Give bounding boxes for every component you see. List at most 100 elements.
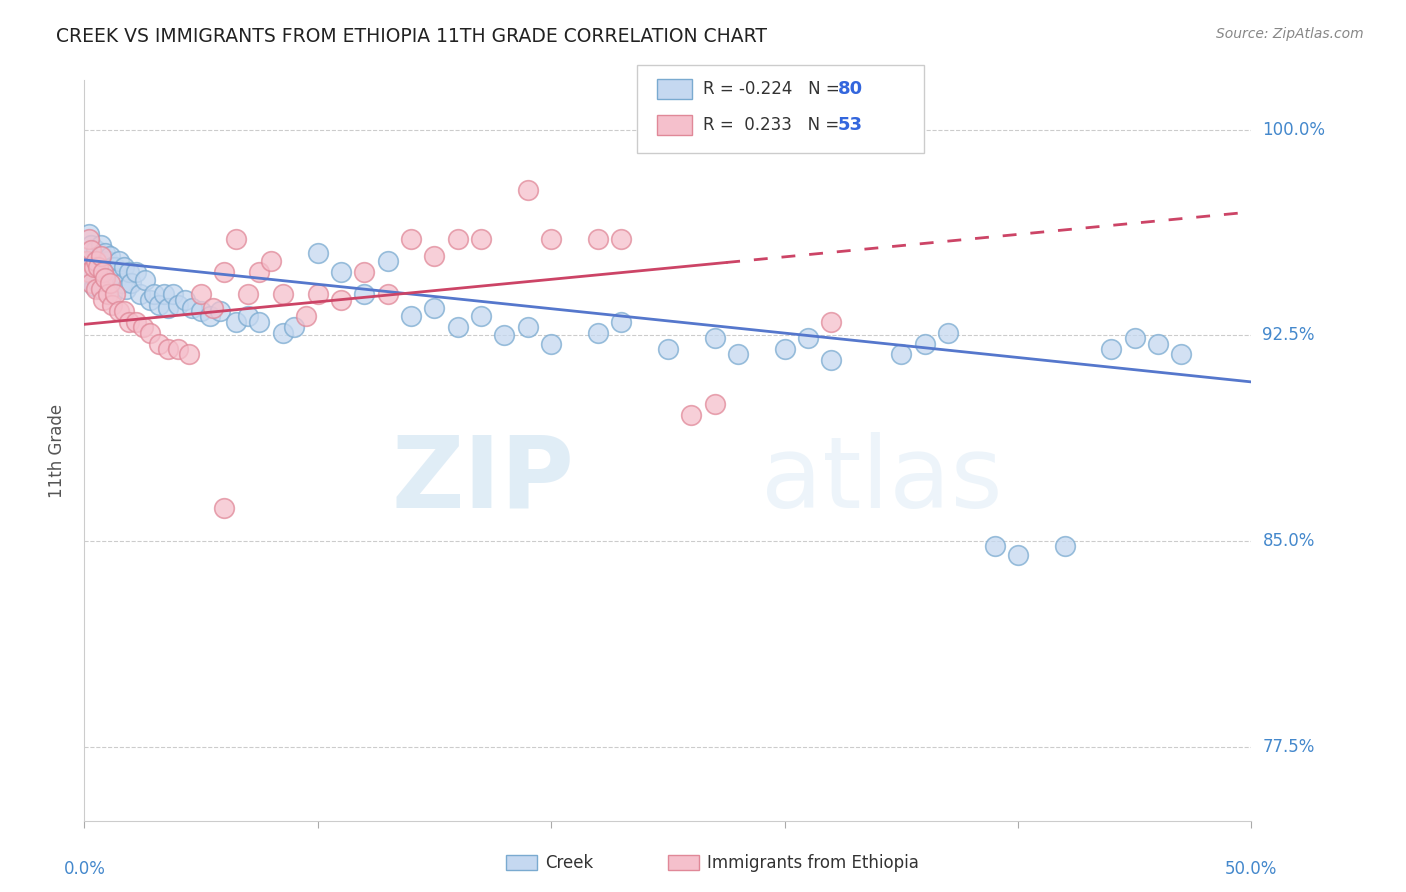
Point xyxy=(399,232,422,246)
Point xyxy=(98,249,121,263)
Point xyxy=(90,270,112,285)
Point xyxy=(80,244,103,258)
Point xyxy=(179,347,201,361)
Point xyxy=(983,540,1005,554)
Point xyxy=(166,342,188,356)
Point xyxy=(307,287,329,301)
Point xyxy=(90,237,112,252)
Point xyxy=(516,183,538,197)
Point xyxy=(77,227,100,241)
Point xyxy=(77,265,100,279)
Point xyxy=(271,326,294,340)
Point xyxy=(77,260,100,274)
Point xyxy=(76,246,98,260)
Point xyxy=(90,249,112,263)
Point xyxy=(104,287,127,301)
Point xyxy=(890,347,912,361)
Point xyxy=(104,260,127,274)
Point xyxy=(148,336,170,351)
Point xyxy=(152,287,174,301)
Point xyxy=(94,246,117,260)
Point xyxy=(132,320,155,334)
Text: Source: ZipAtlas.com: Source: ZipAtlas.com xyxy=(1216,27,1364,41)
Point xyxy=(820,315,842,329)
Point xyxy=(90,282,112,296)
Point xyxy=(657,342,679,356)
Point xyxy=(98,282,121,296)
Point xyxy=(797,331,820,345)
Point xyxy=(494,328,516,343)
Point xyxy=(87,260,110,274)
Point xyxy=(236,287,259,301)
Point xyxy=(180,301,202,315)
Point xyxy=(470,232,492,246)
Point xyxy=(201,301,224,315)
Point xyxy=(87,252,110,266)
Point xyxy=(94,276,117,290)
Point xyxy=(91,293,114,307)
Point xyxy=(249,315,271,329)
Point xyxy=(143,287,166,301)
Text: atlas: atlas xyxy=(761,432,1002,529)
Text: CREEK VS IMMIGRANTS FROM ETHIOPIA 11TH GRADE CORRELATION CHART: CREEK VS IMMIGRANTS FROM ETHIOPIA 11TH G… xyxy=(56,27,768,45)
Point xyxy=(166,298,188,312)
Point xyxy=(190,287,212,301)
Point xyxy=(249,265,271,279)
Point xyxy=(703,331,725,345)
Point xyxy=(208,303,231,318)
Text: Creek: Creek xyxy=(546,854,593,871)
Point xyxy=(330,293,353,307)
Point xyxy=(586,232,609,246)
Point xyxy=(91,282,114,296)
Point xyxy=(112,260,135,274)
Point xyxy=(271,287,294,301)
Point xyxy=(157,301,180,315)
Point xyxy=(681,408,703,422)
Point xyxy=(108,254,131,268)
Text: Immigrants from Ethiopia: Immigrants from Ethiopia xyxy=(707,854,920,871)
Point xyxy=(727,347,749,361)
Point xyxy=(703,397,725,411)
Point xyxy=(97,254,120,268)
Point xyxy=(516,320,538,334)
Point xyxy=(129,287,152,301)
Point xyxy=(111,276,134,290)
Point xyxy=(936,326,959,340)
Point xyxy=(91,254,114,268)
Point xyxy=(118,265,141,279)
Point xyxy=(423,249,446,263)
Point xyxy=(447,232,470,246)
Point xyxy=(610,315,633,329)
Point xyxy=(162,287,184,301)
Point xyxy=(138,293,160,307)
Point xyxy=(1007,548,1029,562)
Text: 53: 53 xyxy=(838,116,863,134)
Y-axis label: 11th Grade: 11th Grade xyxy=(48,403,66,498)
Point xyxy=(353,265,375,279)
Point xyxy=(586,326,609,340)
Text: R = -0.224   N =: R = -0.224 N = xyxy=(703,80,845,98)
Point xyxy=(914,336,936,351)
Point xyxy=(83,254,105,268)
Text: ZIP: ZIP xyxy=(392,432,575,529)
Point xyxy=(77,232,100,246)
Point xyxy=(190,303,212,318)
Point xyxy=(80,237,103,252)
Point xyxy=(214,265,236,279)
Point xyxy=(97,279,120,293)
Point xyxy=(225,232,247,246)
Point xyxy=(399,309,422,323)
Point xyxy=(80,276,103,290)
Point xyxy=(134,273,156,287)
Point xyxy=(330,265,353,279)
Point xyxy=(118,315,141,329)
Point xyxy=(98,276,121,290)
Text: 85.0%: 85.0% xyxy=(1263,532,1315,550)
Text: R =  0.233   N =: R = 0.233 N = xyxy=(703,116,845,134)
Point xyxy=(447,320,470,334)
Point xyxy=(470,309,492,323)
Text: 100.0%: 100.0% xyxy=(1263,120,1326,138)
Point xyxy=(214,501,236,516)
Text: 80: 80 xyxy=(838,80,863,98)
Point xyxy=(84,273,107,287)
